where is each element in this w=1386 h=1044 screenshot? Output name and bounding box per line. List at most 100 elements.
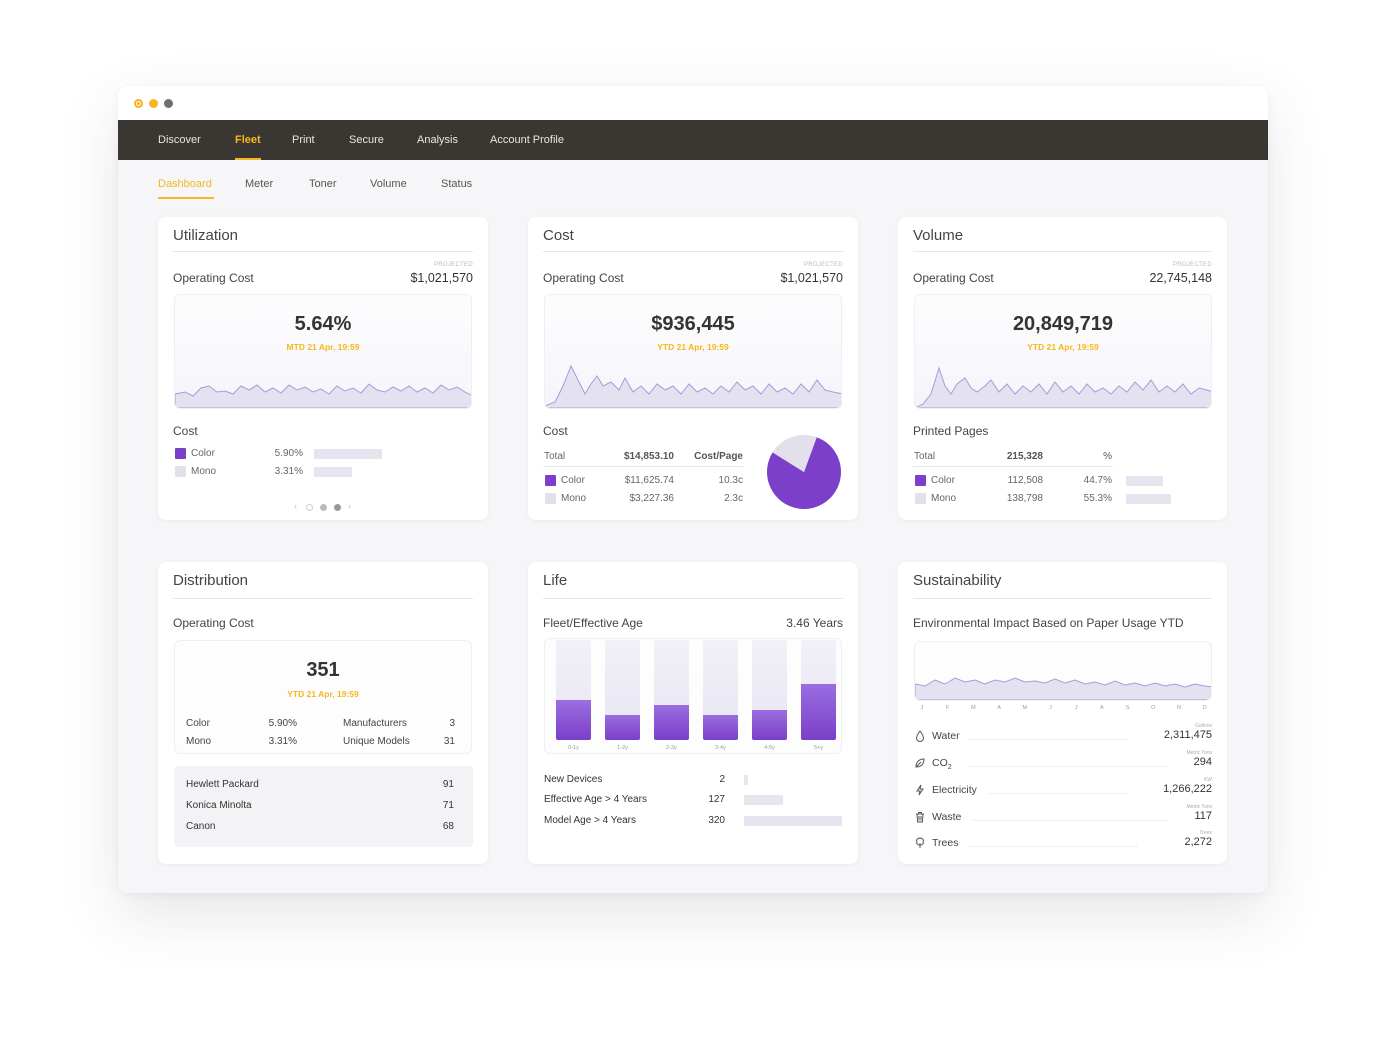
color-value: 5.90% — [268, 718, 297, 729]
mono-percent: 55.3% — [1083, 493, 1112, 504]
waste-label: Waste — [932, 811, 962, 823]
title-bar — [118, 86, 1268, 120]
mono-swatch — [915, 493, 926, 504]
tab-toner[interactable]: Toner — [309, 178, 337, 190]
age-tick-label: 4-5y — [764, 745, 775, 751]
card-title: Distribution — [173, 572, 249, 589]
age-bar-fill — [654, 705, 689, 740]
trend-chart: 20,849,719 YTD 21 Apr, 19:59 — [914, 294, 1212, 409]
nav-print[interactable]: Print — [292, 134, 315, 146]
month-tick: M — [1022, 705, 1028, 711]
co2-label-text: CO — [932, 757, 948, 769]
nav-discover[interactable]: Discover — [158, 134, 201, 146]
total-value: 215,328 — [1006, 451, 1043, 462]
cost-subheading: Cost — [173, 424, 198, 438]
age-bar-fill — [801, 684, 836, 740]
color-label: Color — [186, 718, 210, 729]
mono-pages: 138,798 — [1006, 493, 1043, 504]
life-card: Life Fleet/Effective Age 3.46 Years 0-1y… — [528, 562, 858, 864]
co2-unit: Metric Tons — [1186, 750, 1212, 756]
tab-status[interactable]: Status — [441, 178, 473, 190]
divider — [173, 598, 473, 599]
divider — [543, 251, 843, 252]
age-bar-fill — [703, 715, 738, 740]
age-bar-1-2y — [605, 640, 640, 740]
window-control-icon[interactable] — [149, 99, 158, 108]
month-tick: S — [1125, 705, 1130, 711]
nav-analysis[interactable]: Analysis — [417, 134, 458, 146]
waste-value: 117 — [1194, 810, 1212, 822]
carousel-dot[interactable] — [306, 504, 313, 511]
tab-meter[interactable]: Meter — [245, 178, 274, 190]
age-tick-label: 0-1y — [568, 745, 579, 751]
month-tick: F — [946, 705, 950, 711]
co2-subscript: 2 — [947, 764, 952, 772]
card-title: Utilization — [173, 227, 239, 244]
mono-label: Mono — [186, 736, 212, 747]
waste-unit: Metric Tons — [1186, 804, 1212, 810]
color-cost-per-page: 10.3c — [718, 475, 743, 486]
mono-label: Mono — [931, 493, 957, 504]
top-navigation: Discover Fleet Print Secure Analysis Acc… — [118, 120, 1268, 160]
manufacturer-count: 91 — [442, 779, 454, 790]
color-swatch — [545, 475, 556, 486]
month-tick: J — [1049, 705, 1052, 711]
nav-account-profile[interactable]: Account Profile — [490, 134, 564, 146]
divider — [543, 598, 843, 599]
manufacturer-name: Konica Minolta — [186, 800, 252, 811]
fleet-age-value: 3.46 Years — [786, 616, 843, 630]
age-bar-chart — [544, 638, 842, 754]
mono-value: 3.31% — [268, 736, 297, 747]
projected-label: PROJECTED — [1172, 262, 1212, 268]
new-devices-bar — [744, 775, 748, 785]
timestamp: MTD 21 Apr, 19:59 — [286, 342, 360, 352]
window-control-icon[interactable] — [134, 99, 143, 108]
color-percent: 44.7% — [1083, 475, 1112, 486]
carousel-dot[interactable] — [334, 504, 341, 511]
age-tick-label: 3-4y — [715, 745, 726, 751]
model-age-label: Model Age > 4 Years — [544, 815, 637, 826]
age-bar-fill — [752, 710, 787, 740]
trash-icon — [916, 812, 924, 823]
unique-models-value: 31 — [443, 736, 455, 747]
carousel-next-button[interactable]: › — [348, 501, 351, 511]
paper-usage-chart — [914, 641, 1212, 701]
divider — [913, 598, 1212, 599]
big-metric: 5.64% — [294, 313, 352, 335]
carousel-prev-button[interactable]: ‹ — [294, 501, 297, 511]
color-swatch — [915, 475, 926, 486]
water-value: 2,311,475 — [1163, 729, 1212, 741]
age-bar-5+y — [801, 640, 836, 740]
carousel-dot[interactable] — [320, 504, 327, 511]
window-control-icon[interactable] — [164, 99, 173, 108]
age-tick-label: 5+y — [813, 745, 824, 751]
sparkline — [915, 677, 1211, 700]
color-cost: $11,625.74 — [624, 475, 674, 486]
printed-pages-subheading: Printed Pages — [913, 424, 989, 438]
leader-line — [968, 766, 1167, 767]
manufacturer-name: Canon — [186, 821, 216, 832]
tab-dashboard[interactable]: Dashboard — [158, 178, 212, 190]
total-label: Total — [914, 451, 936, 462]
month-tick: D — [1202, 705, 1207, 711]
big-metric: $936,445 — [651, 313, 735, 335]
card-title: Volume — [913, 227, 964, 244]
projected-label: PROJECTED — [433, 262, 473, 268]
age-bar-4-5y — [752, 640, 787, 740]
nav-fleet[interactable]: Fleet — [235, 120, 261, 160]
model-age-bar — [744, 816, 842, 826]
divider — [543, 466, 743, 467]
cost-card: Cost Operating Cost PROJECTED $1,021,570… — [528, 217, 858, 520]
leader-line — [988, 793, 1127, 794]
trees-value: 2,272 — [1184, 836, 1212, 848]
tab-volume[interactable]: Volume — [370, 178, 407, 190]
water-label: Water — [932, 730, 960, 742]
effective-age-bar — [744, 795, 783, 805]
nav-secure[interactable]: Secure — [349, 134, 384, 146]
month-tick: A — [997, 705, 1001, 711]
trend-chart: $936,445 YTD 21 Apr, 19:59 — [544, 294, 842, 409]
color-label: Color — [191, 448, 215, 459]
age-bar-0-1y — [556, 640, 591, 740]
mono-value: 3.31% — [274, 466, 303, 477]
operating-cost-label: Operating Cost — [173, 616, 254, 630]
